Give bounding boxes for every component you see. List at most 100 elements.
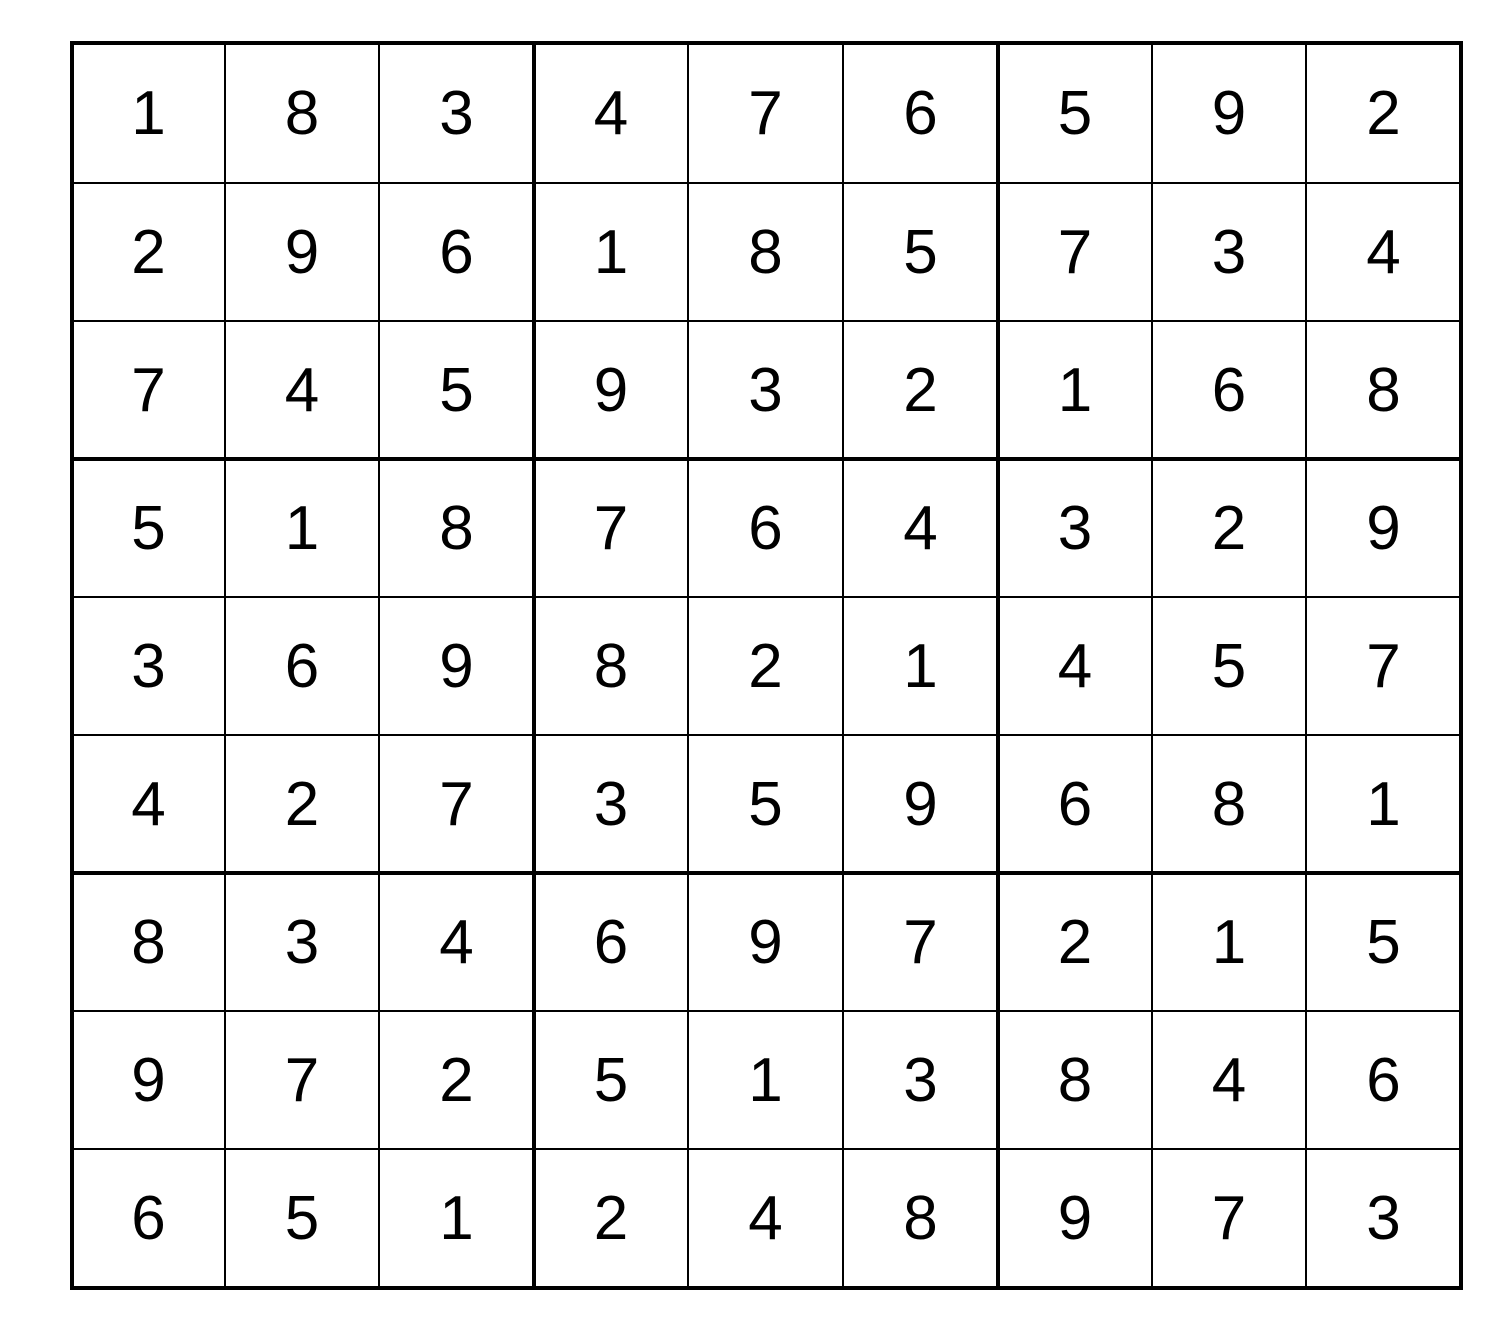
sudoku-cell-r8c5[interactable]: 1 [748,1045,783,1115]
sudoku-cell-r6c1[interactable]: 4 [131,769,166,839]
sudoku-cell-r3c3[interactable]: 5 [439,355,474,425]
sudoku-cell-r2c7[interactable]: 7 [1057,217,1093,287]
sudoku-cell-r2c1[interactable]: 2 [131,217,166,287]
sudoku-cell-r9c4[interactable]: 2 [593,1184,629,1253]
sudoku-cell-r2c4[interactable]: 1 [593,217,629,287]
thick-vertical-gridline [70,41,74,1290]
sudoku-cell-r3c9[interactable]: 8 [1366,355,1401,425]
sudoku-cell-r9c2[interactable]: 5 [284,1184,320,1253]
thin-vertical-gridline [1305,41,1307,1290]
sudoku-cell-r6c2[interactable]: 2 [284,769,320,839]
thick-vertical-gridline [532,41,536,1290]
thick-horizontal-gridline [70,41,1463,45]
thin-horizontal-gridline [70,1148,1463,1150]
sudoku-cell-r4c4[interactable]: 7 [593,493,629,563]
sudoku-cell-r9c8[interactable]: 7 [1211,1184,1247,1253]
sudoku-cell-r4c5[interactable]: 6 [748,493,783,563]
sudoku-cell-r2c6[interactable]: 5 [903,217,938,287]
thin-vertical-gridline [687,41,689,1290]
sudoku-cell-r3c6[interactable]: 2 [903,355,938,425]
sudoku-cell-r9c3[interactable]: 1 [439,1184,474,1253]
sudoku-cell-r1c5[interactable]: 7 [748,78,783,148]
sudoku-cell-r4c8[interactable]: 2 [1211,493,1247,563]
sudoku-cell-r8c4[interactable]: 5 [593,1045,629,1115]
sudoku-cell-r8c7[interactable]: 8 [1057,1045,1093,1115]
sudoku-cell-r4c7[interactable]: 3 [1057,493,1093,563]
thick-vertical-gridline [1459,41,1463,1290]
sudoku-cell-r3c7[interactable]: 1 [1057,355,1093,425]
sudoku-cell-r5c7[interactable]: 4 [1057,631,1093,701]
sudoku-cell-r1c4[interactable]: 4 [593,78,629,148]
sudoku-cell-r3c5[interactable]: 3 [748,355,783,425]
sudoku-cell-r9c7[interactable]: 9 [1057,1184,1093,1253]
sudoku-cell-r9c6[interactable]: 8 [903,1184,938,1253]
sudoku-cell-r5c1[interactable]: 3 [131,631,166,701]
sudoku-cell-r8c3[interactable]: 2 [439,1045,474,1115]
sudoku-cell-r1c6[interactable]: 6 [903,78,938,148]
sudoku-cell-r2c5[interactable]: 8 [748,217,783,287]
sudoku-cell-r3c1[interactable]: 7 [131,355,166,425]
sudoku-cell-r7c3[interactable]: 4 [439,907,474,977]
thick-vertical-gridline [996,41,1000,1290]
sudoku-cell-r5c2[interactable]: 6 [284,631,320,701]
sudoku-cell-r5c4[interactable]: 8 [593,631,629,701]
thin-vertical-gridline [224,41,226,1290]
sudoku-cell-r1c8[interactable]: 9 [1211,78,1247,148]
sudoku-cell-r8c9[interactable]: 6 [1366,1045,1401,1115]
thick-horizontal-gridline [70,457,1463,461]
sudoku-cell-r1c3[interactable]: 3 [439,78,474,148]
sudoku-cell-r9c5[interactable]: 4 [748,1184,783,1253]
thin-horizontal-gridline [70,320,1463,322]
sudoku-cell-r1c1[interactable]: 1 [131,78,166,148]
sudoku-cell-r7c2[interactable]: 3 [284,907,320,977]
sudoku-cell-r7c4[interactable]: 6 [593,907,629,977]
sudoku-cell-r8c8[interactable]: 4 [1211,1045,1247,1115]
sudoku-cell-r4c9[interactable]: 9 [1366,493,1401,563]
thin-horizontal-gridline [70,734,1463,736]
sudoku-cell-r1c7[interactable]: 5 [1057,78,1093,148]
thin-horizontal-gridline [70,596,1463,598]
sudoku-cell-r5c9[interactable]: 7 [1366,631,1401,701]
sudoku-cell-r1c2[interactable]: 8 [284,78,320,148]
sudoku-cell-r4c1[interactable]: 5 [131,493,166,563]
sudoku-cell-r4c3[interactable]: 8 [439,493,474,563]
thick-horizontal-gridline [70,871,1463,875]
sudoku-cell-r7c7[interactable]: 2 [1057,907,1093,977]
sudoku-cell-r6c8[interactable]: 8 [1211,769,1247,839]
sudoku-cell-r5c3[interactable]: 9 [439,631,474,701]
sudoku-cell-r3c4[interactable]: 9 [593,355,629,425]
sudoku-cell-r7c1[interactable]: 8 [131,907,166,977]
sudoku-cell-r5c8[interactable]: 5 [1211,631,1247,701]
sudoku-cell-r4c2[interactable]: 1 [284,493,320,563]
sudoku-cell-r3c2[interactable]: 4 [284,355,320,425]
sudoku-cell-r7c8[interactable]: 1 [1211,907,1247,977]
sudoku-cell-r6c7[interactable]: 6 [1057,769,1093,839]
thin-horizontal-gridline [70,1010,1463,1012]
sudoku-cell-r7c6[interactable]: 7 [903,907,938,977]
sudoku-cell-r9c1[interactable]: 6 [131,1184,166,1253]
sudoku-cell-r2c8[interactable]: 3 [1211,217,1247,287]
thin-vertical-gridline [378,41,380,1290]
thin-vertical-gridline [1151,41,1153,1290]
sudoku-cell-r3c8[interactable]: 6 [1211,355,1247,425]
sudoku-cell-r8c1[interactable]: 9 [131,1045,166,1115]
sudoku-cell-r9c9[interactable]: 3 [1366,1184,1401,1253]
sudoku-cell-r8c6[interactable]: 3 [903,1045,938,1115]
sudoku-cell-r6c9[interactable]: 1 [1366,769,1401,839]
sudoku-cell-r2c3[interactable]: 6 [439,217,474,287]
sudoku-cell-r6c4[interactable]: 3 [593,769,629,839]
sudoku-cell-r1c9[interactable]: 2 [1366,78,1401,148]
sudoku-cell-r5c6[interactable]: 1 [903,631,938,701]
sudoku-cell-r7c9[interactable]: 5 [1366,907,1401,977]
sudoku-cell-r6c6[interactable]: 9 [903,769,938,839]
sudoku-cell-r5c5[interactable]: 2 [748,631,783,701]
sudoku-cell-r2c9[interactable]: 4 [1366,217,1401,287]
sudoku-cell-r4c6[interactable]: 4 [903,493,938,563]
sudoku-cell-r7c5[interactable]: 9 [748,907,783,977]
sudoku-cell-r6c3[interactable]: 7 [439,769,474,839]
sudoku-cell-r6c5[interactable]: 5 [748,769,783,839]
sudoku-cell-r2c2[interactable]: 9 [284,217,320,287]
sudoku-cell-r8c2[interactable]: 7 [284,1045,320,1115]
thin-vertical-gridline [842,41,844,1290]
